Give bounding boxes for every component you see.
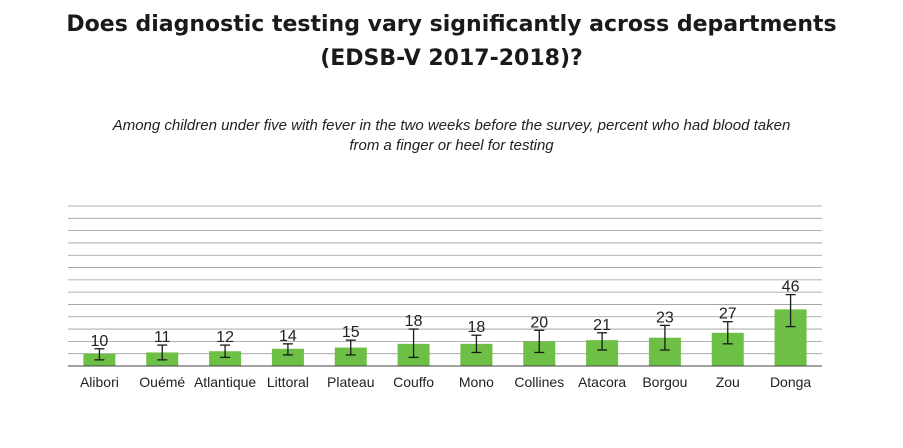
chart-title-line-1: Does diagnostic testing vary significant…	[66, 12, 837, 37]
data-label: 12	[216, 329, 234, 346]
category-label: Ouémé	[139, 374, 185, 390]
bar	[460, 343, 493, 366]
data-label: 10	[91, 333, 109, 350]
data-label: 23	[656, 309, 674, 326]
category-label: Atlantique	[194, 374, 256, 390]
category-label: Borgou	[642, 374, 687, 390]
chart-title-line-2: (EDSB-V 2017-2018)?	[320, 46, 583, 71]
data-label: 18	[468, 319, 486, 336]
data-label: 15	[342, 324, 360, 341]
bar	[271, 348, 304, 366]
category-label: Atacora	[578, 374, 626, 390]
data-label: 11	[154, 329, 171, 346]
data-label: 46	[782, 279, 800, 296]
category-label: Couffo	[393, 374, 434, 390]
chart-subtitle-line-2: from a finger or heel for testing	[349, 137, 554, 154]
category-label: Littoral	[267, 374, 309, 390]
data-label: 20	[530, 314, 548, 331]
bar	[209, 351, 242, 366]
category-label: Mono	[459, 374, 494, 390]
category-label: Collines	[514, 374, 564, 390]
category-label: Alibori	[80, 374, 119, 390]
data-label: 18	[405, 313, 423, 330]
chart-subtitle-line-1: Among children under five with fever in …	[112, 117, 791, 134]
category-label: Plateau	[327, 374, 374, 390]
category-label: Zou	[716, 374, 740, 390]
data-label: 14	[279, 328, 297, 345]
category-label: Donga	[770, 374, 811, 390]
bar	[334, 347, 367, 366]
data-label: 27	[719, 306, 737, 323]
data-label: 21	[593, 317, 611, 334]
